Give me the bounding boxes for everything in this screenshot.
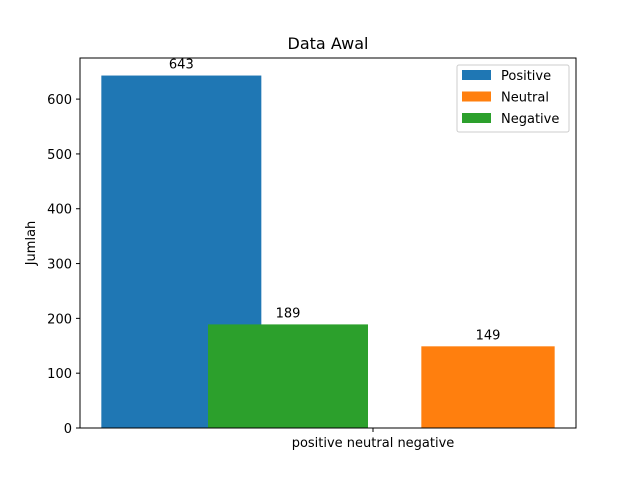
x-tick-label: positive neutral negative — [292, 436, 455, 451]
y-tick-label: 300 — [47, 258, 72, 273]
bar-value-label-positive: 643 — [169, 58, 194, 73]
y-tick-label: 500 — [47, 148, 72, 163]
y-tick-label: 400 — [47, 203, 72, 218]
legend-swatch-neutral — [462, 91, 491, 102]
legend-label-negative: Negative — [501, 112, 559, 127]
y-tick-label: 200 — [47, 312, 72, 327]
legend-label-positive: Positive — [501, 69, 551, 84]
x-axis: positive neutral negative — [292, 428, 455, 451]
bar-value-label-neutral: 149 — [476, 328, 501, 343]
bar-negative — [208, 324, 368, 428]
bar-labels-group: 643 149 189 — [169, 58, 500, 344]
legend-swatch-positive — [462, 70, 491, 80]
y-axis: 0 100 200 300 400 500 600 — [47, 93, 80, 437]
legend: Positive Neutral Negative — [456, 64, 570, 133]
plot-frame — [79, 57, 577, 429]
legend-label-neutral: Neutral — [501, 91, 549, 106]
y-tick-label: 100 — [47, 367, 72, 382]
y-tick-label: 0 — [64, 422, 72, 437]
bar-value-label-negative: 189 — [276, 306, 301, 321]
bars-group — [101, 75, 555, 428]
chart-title: Data Awal — [288, 34, 369, 53]
legend-swatch-negative — [462, 113, 491, 123]
y-axis-label: Jumlah — [24, 221, 39, 267]
y-tick-label: 600 — [47, 93, 72, 108]
bar-neutral — [421, 346, 555, 428]
